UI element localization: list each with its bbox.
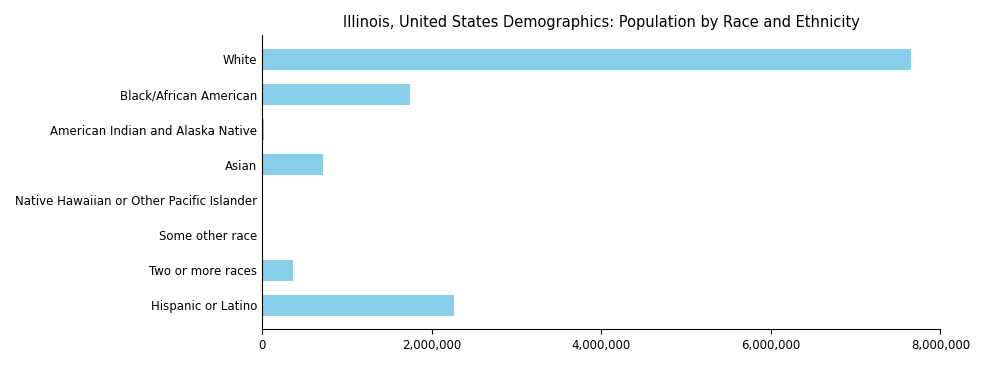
Bar bbox=[262, 49, 911, 70]
Bar bbox=[262, 84, 411, 105]
Bar bbox=[262, 295, 454, 316]
Bar bbox=[262, 119, 264, 140]
Bar bbox=[262, 225, 263, 246]
Bar bbox=[262, 260, 294, 281]
Bar bbox=[262, 154, 323, 175]
Title: Illinois, United States Demographics: Population by Race and Ethnicity: Illinois, United States Demographics: Po… bbox=[343, 15, 860, 30]
